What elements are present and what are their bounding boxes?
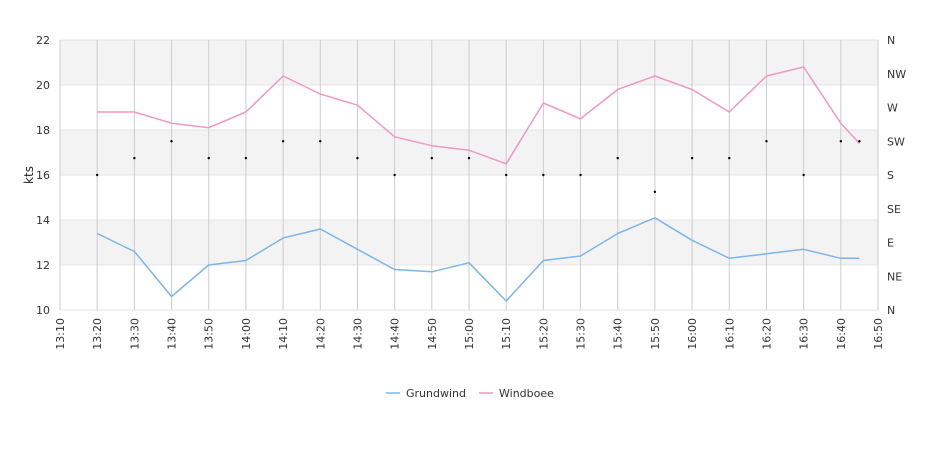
direction-tick-label: NW — [887, 68, 906, 81]
direction-point — [467, 156, 471, 160]
y-axis-labels: 10 12 14 16 18 20 22 — [36, 34, 50, 317]
x-tick-label: 14:20 — [314, 318, 327, 350]
direction-point — [393, 173, 396, 177]
direction-tick-label: SE — [887, 203, 901, 216]
y-tick-label: 16 — [36, 169, 50, 182]
direction-tick-label: N — [887, 34, 895, 47]
direction-point — [690, 156, 694, 160]
x-tick-label: 13:40 — [166, 318, 179, 350]
direction-point — [133, 156, 136, 160]
direction-point — [839, 140, 843, 143]
x-axis-labels: 13:10 13:20 13:30 13:40 13:50 14:00 14:10 14:20… — [54, 318, 885, 350]
legend-label-windboee: Windboee — [499, 387, 554, 400]
x-tick-label: 16:00 — [686, 318, 699, 350]
direction-tick-label: NE — [887, 270, 902, 283]
y-tick-label: 20 — [36, 79, 50, 92]
x-tick-label: 14:10 — [277, 318, 290, 350]
x-tick-label: 15:30 — [575, 318, 588, 350]
direction-point — [170, 140, 173, 143]
direction-point — [430, 156, 434, 160]
direction-point — [95, 173, 99, 177]
direction-axis-labels: N NE E SE S SW W NW N — [887, 34, 906, 317]
direction-point — [616, 156, 619, 160]
series-line-windboee — [97, 66, 860, 165]
direction-tick-label: N — [887, 304, 895, 317]
x-tick-label: 15:10 — [500, 318, 513, 350]
direction-tick-label: E — [887, 237, 894, 250]
y-tick-label: 22 — [36, 34, 50, 47]
direction-point — [802, 173, 805, 177]
x-tick-label: 14:50 — [426, 318, 439, 350]
x-tick-label: 13:20 — [91, 318, 104, 350]
direction-tick-label: S — [887, 169, 894, 182]
x-tick-label: 14:00 — [240, 318, 253, 350]
x-tick-label: 16:20 — [760, 318, 773, 350]
x-tick-label: 16:30 — [798, 318, 811, 350]
y-tick-label: 14 — [36, 214, 50, 227]
direction-point — [319, 140, 322, 143]
x-tick-label: 13:30 — [128, 318, 141, 350]
x-tick-label: 16:10 — [723, 318, 736, 350]
direction-point — [542, 173, 545, 177]
y-tick-label: 10 — [36, 304, 50, 317]
series-lines — [96, 66, 860, 302]
x-tick-label: 14:30 — [351, 318, 364, 350]
direction-point — [728, 156, 731, 160]
x-tick-label: 15:40 — [612, 318, 625, 350]
direction-tick-label: SW — [887, 135, 905, 148]
x-tick-label: 14:40 — [389, 318, 402, 350]
direction-point — [244, 156, 248, 160]
y-tick-label: 18 — [36, 124, 50, 137]
y-axis-title: kts — [22, 166, 36, 184]
direction-point — [504, 173, 508, 177]
x-tick-label: 13:50 — [203, 318, 216, 350]
direction-tick-label: W — [887, 102, 898, 115]
direction-point — [653, 190, 657, 194]
direction-point — [207, 156, 210, 160]
direction-point — [281, 140, 285, 143]
direction-point — [765, 140, 768, 143]
x-tick-label: 16:40 — [835, 318, 848, 350]
direction-points — [95, 140, 861, 194]
legend-label-grundwind: Grundwind — [406, 387, 466, 400]
legend: Grundwind Windboee — [386, 387, 554, 400]
x-tick-label: 15:50 — [649, 318, 662, 350]
direction-point — [858, 140, 861, 143]
x-tick-label: 15:20 — [537, 318, 550, 350]
x-tick-label: 13:10 — [54, 318, 67, 350]
direction-point — [356, 156, 359, 160]
direction-point — [579, 173, 582, 177]
x-tick-label: 15:00 — [463, 318, 476, 350]
x-tick-label: 16:50 — [872, 318, 885, 350]
series-line-grundwind — [96, 217, 860, 302]
y-tick-label: 12 — [36, 259, 50, 272]
